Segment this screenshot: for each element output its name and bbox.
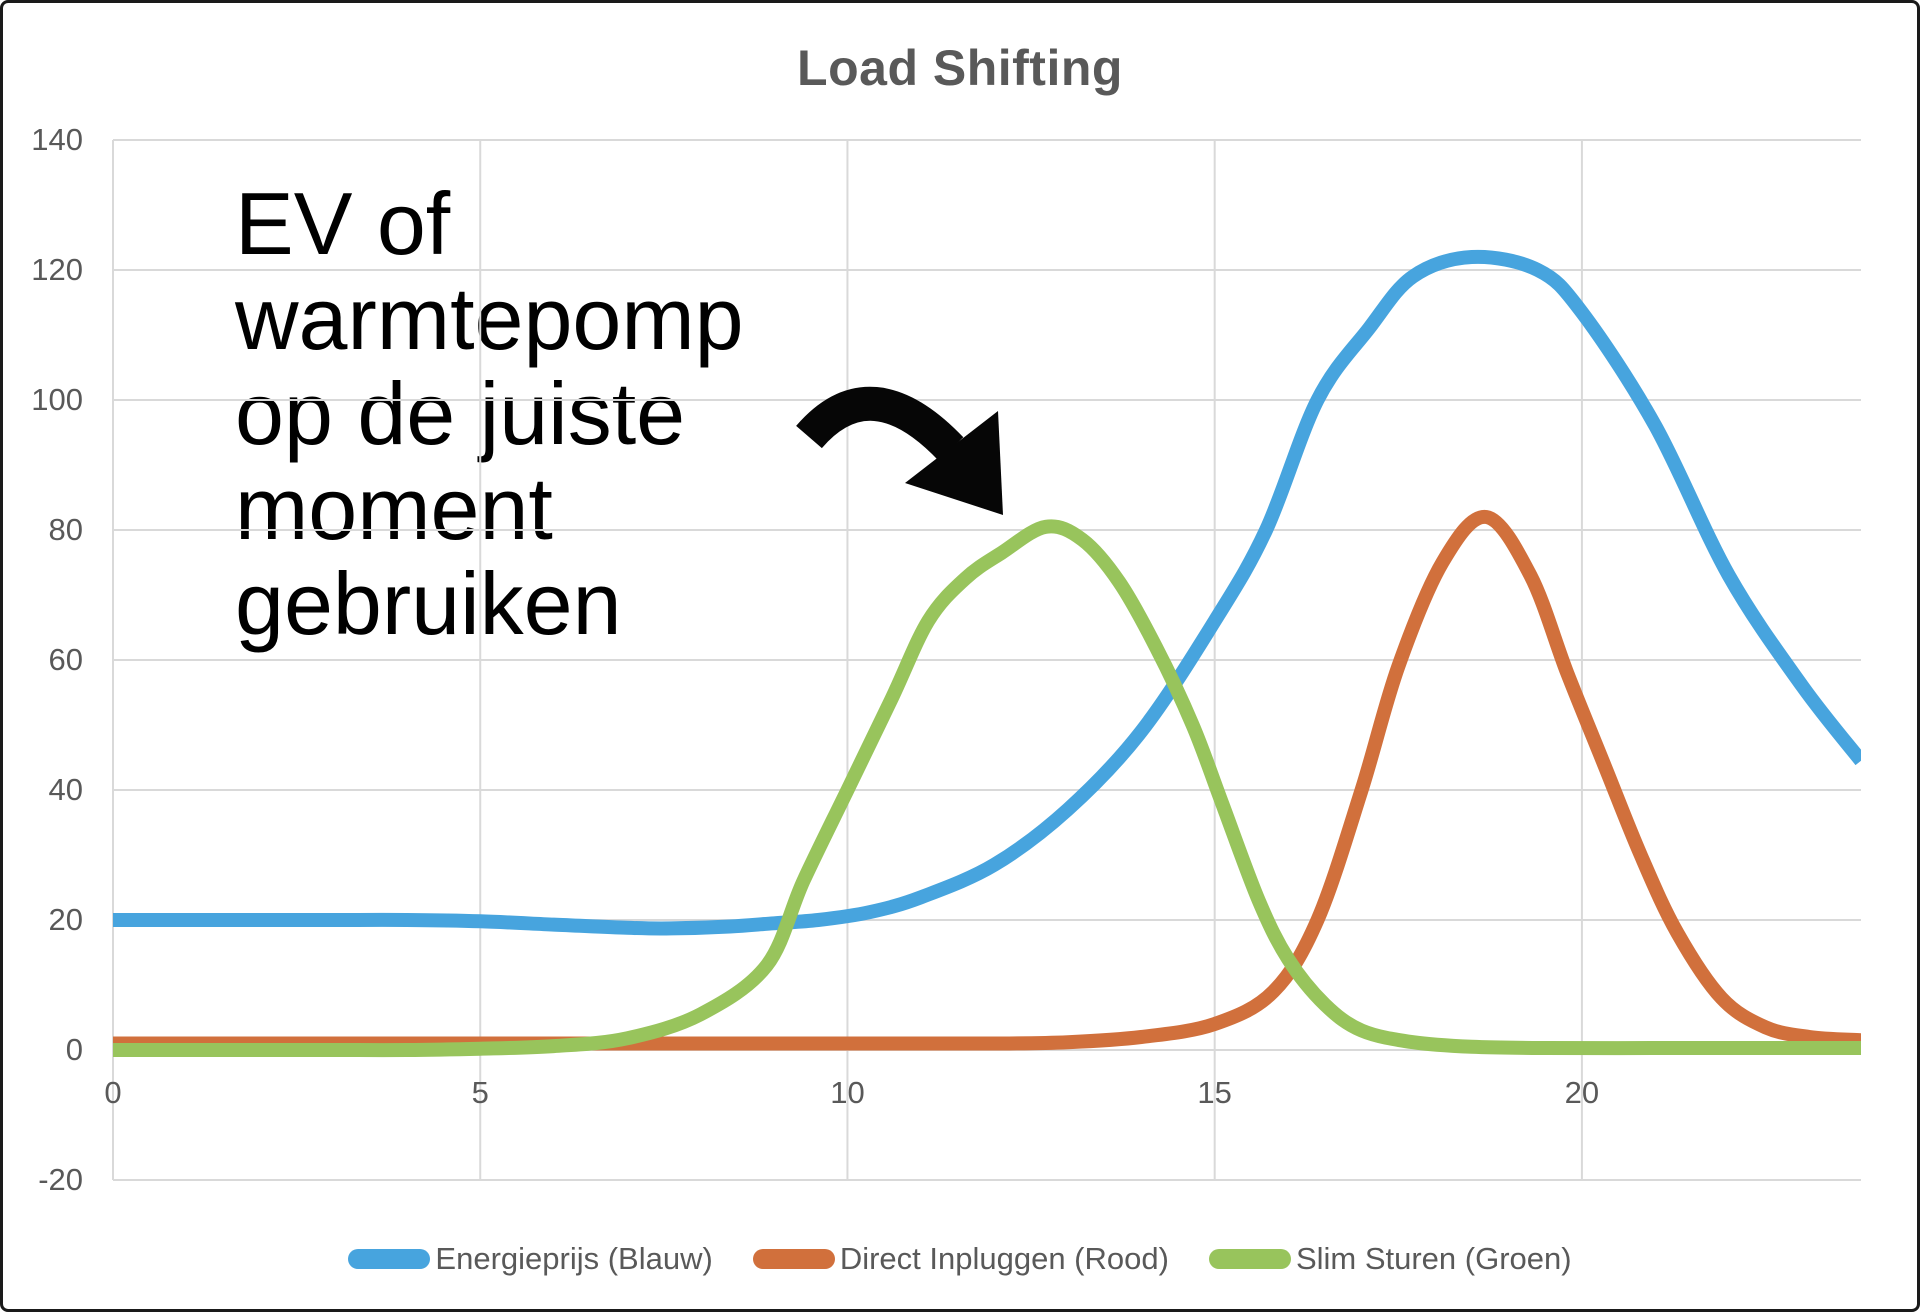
- y-tick-label-100: 100: [31, 382, 83, 417]
- legend-label: Energieprijs (Blauw): [435, 1241, 713, 1276]
- x-tick-label-15: 15: [1197, 1075, 1232, 1110]
- x-tick-label-5: 5: [471, 1075, 489, 1110]
- legend-label: Slim Sturen (Groen): [1295, 1241, 1572, 1276]
- x-tick-label-10: 10: [830, 1075, 865, 1110]
- x-tick-label-0: 0: [104, 1075, 122, 1110]
- legend-label: Direct Inpluggen (Rood): [839, 1241, 1169, 1276]
- arrow-shaft: [796, 386, 964, 461]
- annotation-text: EV of warmtepomp op de juiste moment geb…: [235, 174, 744, 653]
- series-lines: [113, 249, 1861, 1058]
- chart-title: Load Shifting: [797, 40, 1123, 96]
- y-tick-label-140: 140: [31, 122, 83, 157]
- series-line-direct-inpluggen-rood: [113, 509, 1861, 1051]
- legend-item-energieprijs-blauw: Energieprijs (Blauw): [348, 1241, 713, 1277]
- y-tick-label-80: 80: [48, 512, 83, 547]
- annotation-arrow-icon: [796, 386, 1003, 515]
- legend-item-slim-sturen-groen: Slim Sturen (Groen): [1208, 1241, 1572, 1277]
- series-line-energieprijs-blauw: [113, 249, 1861, 936]
- y-tick-label-0: 0: [65, 1032, 83, 1067]
- y-tick-label-120: 120: [31, 252, 83, 287]
- legend-marker-icon: [752, 1249, 835, 1269]
- y-tick-label-20: 20: [48, 902, 83, 937]
- legend-marker-icon: [1208, 1249, 1291, 1269]
- y-tick-label--20: -20: [38, 1162, 83, 1197]
- gridlines: [112, 139, 1861, 1181]
- legend-item-direct-inpluggen-rood: Direct Inpluggen (Rood): [752, 1241, 1169, 1277]
- y-tick-label-60: 60: [48, 642, 83, 677]
- plot-area: [112, 139, 1861, 1181]
- legend: Energieprijs (Blauw) Direct Inpluggen (Ro…: [3, 1241, 1917, 1277]
- x-tick-label-20: 20: [1564, 1075, 1600, 1110]
- arrow-head: [905, 411, 1003, 515]
- legend-marker-icon: [348, 1249, 431, 1269]
- series-line-slim-sturen-groen: [113, 519, 1861, 1058]
- y-tick-label-40: 40: [48, 772, 83, 807]
